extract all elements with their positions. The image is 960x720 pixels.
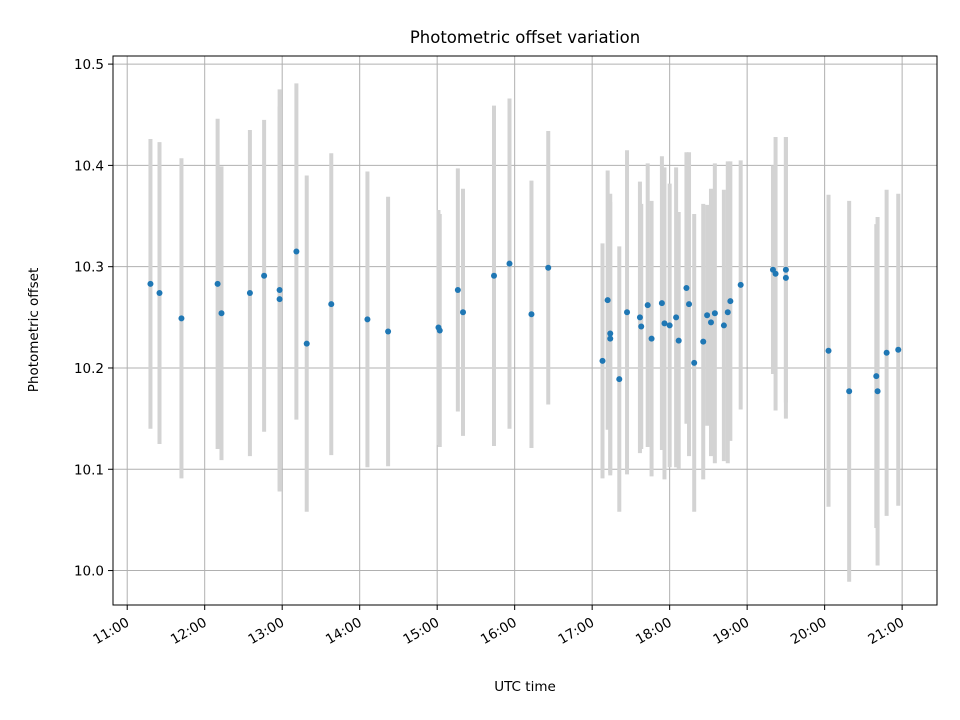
- data-point: [825, 347, 832, 354]
- data-point: [616, 376, 623, 383]
- data-point: [624, 309, 631, 316]
- data-point: [873, 373, 880, 380]
- data-point: [874, 388, 881, 395]
- y-tick-label: 10.3: [74, 260, 104, 276]
- data-point: [737, 281, 744, 288]
- data-point: [607, 330, 614, 337]
- plot-area-background: [113, 56, 937, 605]
- x-tick-label: 16:00: [478, 615, 520, 648]
- data-point: [178, 315, 185, 322]
- data-point: [460, 309, 467, 316]
- x-tick-label: 12:00: [168, 615, 210, 648]
- data-point: [782, 274, 789, 281]
- x-axis-label: UTC time: [494, 679, 556, 695]
- data-point: [691, 359, 698, 366]
- data-point: [724, 309, 731, 316]
- y-tick-label: 10.4: [74, 158, 104, 174]
- data-point: [607, 335, 614, 342]
- data-point: [293, 248, 300, 255]
- data-point: [666, 322, 673, 329]
- data-point: [648, 335, 655, 342]
- x-tick-label: 18:00: [633, 615, 675, 648]
- data-point: [704, 312, 711, 319]
- data-point: [246, 290, 253, 297]
- data-point: [707, 319, 714, 326]
- y-axis-ticks: 10.0 10.1 10.2 10.3 10.4 10.5: [74, 57, 113, 580]
- y-tick-label: 10.2: [74, 361, 104, 377]
- data-point: [720, 322, 727, 329]
- data-point: [895, 346, 902, 353]
- y-tick-label: 10.0: [74, 564, 104, 580]
- data-point: [636, 314, 643, 321]
- x-tick-label: 15:00: [400, 615, 442, 648]
- data-point: [261, 272, 268, 279]
- data-point: [303, 340, 310, 347]
- data-point: [436, 327, 443, 334]
- data-point: [638, 323, 645, 330]
- data-point: [686, 301, 693, 308]
- data-point: [147, 280, 154, 287]
- data-point: [711, 310, 718, 317]
- data-point: [782, 266, 789, 273]
- data-point: [772, 270, 779, 277]
- data-point: [491, 272, 498, 279]
- data-point: [528, 311, 535, 318]
- data-point: [661, 320, 668, 327]
- data-point: [214, 280, 221, 287]
- data-point: [218, 310, 225, 317]
- data-point: [328, 301, 335, 308]
- y-tick-label: 10.1: [74, 462, 104, 478]
- data-point: [604, 297, 611, 304]
- chart-title: Photometric offset variation: [410, 28, 640, 47]
- data-point: [644, 302, 651, 309]
- x-tick-label: 19:00: [710, 615, 752, 648]
- data-point: [846, 388, 853, 395]
- data-point: [364, 316, 371, 323]
- data-point: [675, 337, 682, 344]
- data-point: [727, 298, 734, 305]
- x-tick-label: 17:00: [555, 615, 597, 648]
- data-point: [683, 284, 690, 291]
- plot-frame: [112, 55, 938, 606]
- y-axis-label: Photometric offset: [26, 268, 42, 392]
- x-tick-label: 13:00: [245, 615, 287, 648]
- data-points: [147, 248, 902, 395]
- data-point: [276, 296, 283, 303]
- x-tick-label: 20:00: [788, 615, 830, 648]
- data-point: [658, 300, 665, 307]
- data-point: [276, 286, 283, 293]
- data-point: [545, 264, 552, 271]
- data-point: [883, 349, 890, 356]
- y-tick-label: 10.5: [74, 57, 104, 73]
- x-tick-label: 21:00: [865, 615, 907, 648]
- data-point: [454, 286, 461, 293]
- x-tick-label: 11:00: [91, 615, 133, 648]
- x-axis-ticks: 11:00 12:00 13:00 14:00 15:00 16:00 17:00 18:00…: [91, 605, 907, 648]
- data-point: [673, 314, 680, 321]
- x-tick-label: 14:00: [323, 615, 365, 648]
- grid-lines: [113, 56, 937, 605]
- data-point: [385, 328, 392, 335]
- data-point: [599, 357, 606, 364]
- data-point: [506, 260, 513, 267]
- data-point: [700, 338, 707, 345]
- data-point: [156, 290, 163, 297]
